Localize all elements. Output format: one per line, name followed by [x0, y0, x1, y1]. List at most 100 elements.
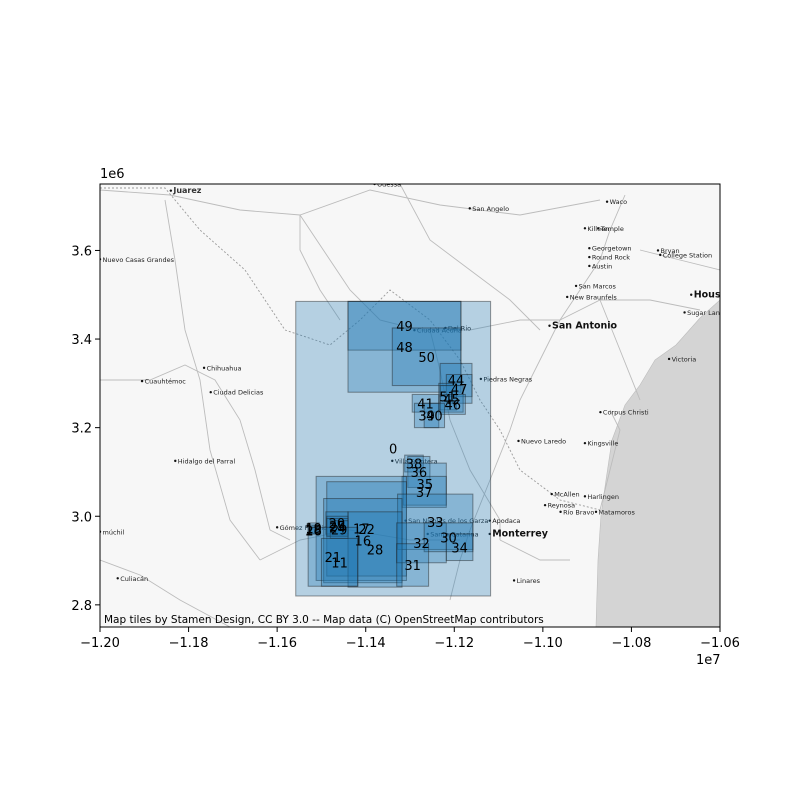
place-label: Nuevo Casas Grandes: [103, 256, 175, 264]
bounding-box-41: [411, 393, 440, 413]
box-label-31: 31: [404, 559, 421, 574]
road-line: [259, 529, 460, 561]
bounding-box-50: [391, 327, 462, 387]
y-tick-label: 3.6: [71, 244, 92, 259]
bounding-box-0: [295, 300, 492, 597]
place-label: Gómez Palacio: [280, 524, 328, 532]
x-tick-label: −1.20: [80, 636, 120, 651]
bounding-box-49: [347, 300, 462, 351]
road-line: [100, 364, 291, 541]
place-dot: [690, 293, 693, 296]
box-label-21: 21: [325, 551, 342, 566]
bounding-box-48: [347, 300, 462, 393]
box-label-46: 46: [444, 398, 461, 413]
box-label-51: 51: [439, 391, 456, 406]
place-label: Victoria: [672, 355, 697, 363]
place-dot: [512, 579, 516, 582]
box-label-24: 24: [329, 521, 346, 536]
place-label: Juarez: [172, 186, 201, 195]
place-label: Del Rio: [448, 324, 471, 332]
bounding-box-17: [315, 475, 407, 581]
bounding-box-11: [320, 537, 359, 587]
place-dot: [413, 328, 416, 332]
y-tick-label: 3.0: [71, 510, 92, 525]
place-dot: [550, 492, 553, 496]
bounding-box-36: [407, 455, 431, 488]
bounding-box-22: [326, 481, 407, 577]
place-label: múchil: [103, 528, 125, 536]
place-dot: [116, 577, 119, 580]
place-dot: [594, 510, 598, 514]
box-label-39: 39: [418, 409, 435, 424]
road-line: [449, 319, 561, 601]
bounding-box-34: [445, 533, 474, 562]
bounding-box-44: [439, 362, 473, 398]
bounding-box-40: [423, 402, 446, 429]
place-label: Río Bravo: [563, 508, 594, 516]
bounding-box-19: [307, 522, 320, 534]
box-label-32: 32: [413, 537, 430, 552]
place-label: Villa Frontera: [395, 457, 438, 465]
place-dot: [209, 391, 212, 394]
place-dot: [583, 227, 587, 230]
basemap-tiles: [100, 184, 720, 627]
bounding-box-16: [323, 498, 403, 584]
place-label: New Braunfels: [570, 293, 618, 301]
bounding-box-24: [326, 517, 349, 537]
place-dot: [583, 441, 587, 445]
place-label: Harlingen: [587, 493, 619, 501]
border-line: [100, 187, 601, 511]
place-label: Temple: [600, 225, 624, 233]
x-tick-label: −1.18: [169, 636, 209, 651]
place-label: Cuauhtémoc: [145, 378, 187, 386]
place-label: San Nicolás de los Garza: [408, 517, 488, 525]
place-dot: [517, 439, 520, 443]
bounding-box-37: [401, 475, 447, 508]
place-dot: [169, 189, 173, 192]
place-dot: [404, 519, 407, 522]
place-dot: [588, 255, 591, 259]
road-line: [639, 249, 720, 271]
x-tick-label: −1.14: [346, 636, 386, 651]
bounding-box-46: [439, 393, 466, 415]
x-tick-label: −1.08: [612, 636, 652, 651]
road-line: [299, 214, 560, 331]
place-dot: [548, 324, 551, 327]
box-label-26: 26: [305, 525, 322, 540]
box-label-36: 36: [411, 466, 428, 481]
box-label-22: 22: [358, 523, 375, 538]
place-label: Linares: [517, 577, 541, 585]
y-tick-label: 2.8: [71, 599, 92, 614]
bounding-box-18: [308, 524, 319, 535]
box-label-17: 17: [353, 522, 370, 537]
bounding-box-51: [438, 382, 457, 411]
box-label-16: 16: [355, 535, 372, 550]
box-label-38: 38: [406, 458, 423, 473]
road-line: [399, 184, 541, 331]
place-dot: [488, 532, 491, 536]
place-dot: [174, 459, 177, 463]
place-label: San Angelo: [472, 205, 509, 213]
box-label-11: 11: [331, 556, 348, 571]
place-label: Ciudad Delicias: [213, 389, 264, 397]
place-label: Sugar Land: [687, 309, 724, 317]
bounding-box-39: [413, 402, 440, 429]
x-tick-label: −1.16: [257, 636, 297, 651]
place-dot: [566, 295, 569, 299]
place-label: College Station: [663, 251, 712, 259]
x-offset-label: 1e7: [696, 653, 721, 668]
box-label-45: 45: [443, 393, 460, 408]
box-label-34: 34: [451, 541, 468, 556]
y-tick-label: 3.4: [71, 333, 92, 348]
place-label: Reynosa: [548, 502, 576, 510]
place-label: Piedras Negras: [483, 375, 532, 383]
place-dot: [656, 249, 660, 252]
place-dot: [543, 503, 547, 507]
place-label: Santa Catarina: [430, 530, 478, 538]
place-dot: [605, 200, 609, 203]
box-label-41: 41: [417, 397, 434, 412]
box-label-48: 48: [396, 341, 413, 356]
road-line: [100, 189, 601, 216]
place-dot: [468, 207, 471, 210]
